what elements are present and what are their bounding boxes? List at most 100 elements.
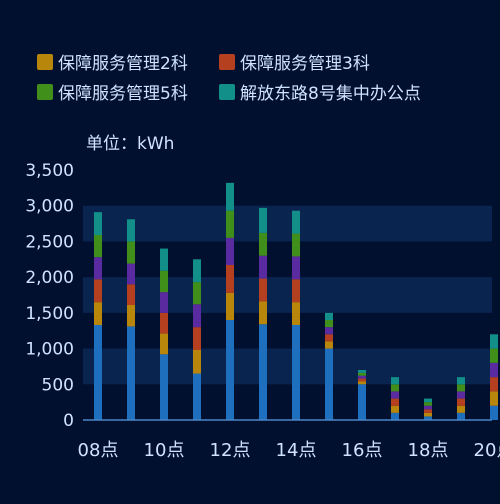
bar-segment[interactable] — [160, 270, 168, 293]
grid-band — [83, 205, 492, 242]
bar-segment[interactable] — [193, 350, 201, 374]
bar-segment[interactable] — [424, 416, 432, 420]
bar-segment[interactable] — [127, 326, 135, 420]
bar-segment[interactable] — [292, 210, 300, 234]
bar-segment[interactable] — [358, 384, 366, 420]
bar-segment[interactable] — [325, 327, 333, 335]
bar-segment[interactable] — [292, 302, 300, 325]
bar-segment[interactable] — [160, 248, 168, 271]
grid-bands — [83, 205, 492, 385]
bar-segment[interactable] — [94, 257, 102, 280]
y-tick-label: 0 — [63, 411, 74, 431]
bar-segment[interactable] — [490, 362, 498, 378]
bar-segment[interactable] — [325, 334, 333, 342]
legend-label[interactable]: 保障服务管理5科 — [58, 84, 188, 104]
unit-label: 单位：kWh — [86, 134, 174, 154]
legend-swatch[interactable] — [37, 84, 53, 100]
bar-segment[interactable] — [226, 265, 234, 293]
x-tick-label: 18点 — [408, 440, 449, 461]
bar-segment[interactable] — [490, 377, 498, 392]
bar-segment[interactable] — [292, 325, 300, 420]
legend-swatch[interactable] — [37, 54, 53, 70]
bar-segment[interactable] — [127, 263, 135, 285]
bar-segment[interactable] — [226, 182, 234, 211]
bar-segment[interactable] — [424, 402, 432, 406]
bar-segment[interactable] — [457, 391, 465, 399]
bar-segment[interactable] — [358, 372, 366, 376]
bar-segment[interactable] — [193, 327, 201, 350]
bar-segment[interactable] — [358, 370, 366, 373]
legend-swatch[interactable] — [219, 84, 235, 100]
bar-segment[interactable] — [160, 354, 168, 420]
bar-segment[interactable] — [259, 207, 267, 233]
y-axis: 0 500 1,000 1,500 2,000 2,500 3,000 3,500 — [25, 161, 74, 431]
bar-segment[interactable] — [391, 405, 399, 413]
bar-segment[interactable] — [226, 210, 234, 238]
bar-segment[interactable] — [226, 237, 234, 265]
bar-segment[interactable] — [325, 341, 333, 349]
bar-segment[interactable] — [424, 412, 432, 417]
legend-swatch[interactable] — [219, 54, 235, 70]
bar-segment[interactable] — [457, 398, 465, 406]
bar-segment[interactable] — [358, 381, 366, 385]
bar-segment[interactable] — [127, 241, 135, 264]
bar-segment[interactable] — [259, 255, 267, 279]
bar-segment[interactable] — [259, 301, 267, 325]
x-tick-label: 08点 — [78, 440, 119, 461]
bar-segment[interactable] — [358, 378, 366, 382]
bar-segment[interactable] — [160, 292, 168, 313]
bar-segment[interactable] — [391, 391, 399, 399]
bar-segment[interactable] — [94, 302, 102, 325]
bar-segment[interactable] — [424, 398, 432, 403]
bar-segment[interactable] — [259, 324, 267, 420]
bar-segment[interactable] — [160, 312, 168, 334]
grid-band — [83, 277, 492, 313]
bar-segment[interactable] — [160, 333, 168, 355]
x-axis: 08点 10点 12点 14点 16点 18点 20点 — [78, 440, 500, 461]
bar-segment[interactable] — [127, 284, 135, 305]
bar-segment[interactable] — [94, 235, 102, 258]
bar-segment[interactable] — [391, 377, 399, 385]
x-tick-label: 14点 — [276, 440, 317, 461]
bars — [94, 182, 498, 420]
bar-segment[interactable] — [457, 377, 465, 385]
bar-segment[interactable] — [127, 219, 135, 242]
bar-segment[interactable] — [325, 312, 333, 320]
bar-segment[interactable] — [457, 412, 465, 420]
bar-segment[interactable] — [457, 405, 465, 413]
bar-segment[interactable] — [193, 304, 201, 328]
bar-segment[interactable] — [391, 412, 399, 420]
bar-segment[interactable] — [226, 292, 234, 320]
bar-segment[interactable] — [391, 398, 399, 406]
bar-segment[interactable] — [94, 279, 102, 303]
y-tick-label: 3,000 — [25, 197, 74, 217]
bar-segment[interactable] — [127, 305, 135, 327]
y-tick-label: 500 — [42, 375, 74, 395]
bar-segment[interactable] — [325, 348, 333, 420]
y-tick-label: 1,000 — [25, 340, 74, 360]
bar-segment[interactable] — [490, 348, 498, 363]
legend-label[interactable]: 保障服务管理3科 — [240, 54, 370, 74]
bar-segment[interactable] — [193, 282, 201, 305]
bar-segment[interactable] — [94, 325, 102, 420]
bar-segment[interactable] — [193, 259, 201, 283]
legend-label[interactable]: 解放东路8号集中办公点 — [240, 84, 421, 104]
bar-segment[interactable] — [424, 405, 432, 410]
bar-segment[interactable] — [259, 232, 267, 256]
bar-segment[interactable] — [391, 384, 399, 392]
bar-segment[interactable] — [490, 405, 498, 420]
bar-segment[interactable] — [358, 375, 366, 379]
bar-segment[interactable] — [325, 320, 333, 328]
bar-segment[interactable] — [292, 256, 300, 280]
bar-segment[interactable] — [424, 409, 432, 413]
bar-segment[interactable] — [193, 373, 201, 420]
legend-label[interactable]: 保障服务管理2科 — [58, 54, 188, 74]
bar-segment[interactable] — [457, 384, 465, 392]
bar-segment[interactable] — [226, 320, 234, 420]
bar-segment[interactable] — [94, 212, 102, 235]
bar-segment[interactable] — [490, 391, 498, 406]
bar-segment[interactable] — [259, 278, 267, 302]
bar-segment[interactable] — [292, 233, 300, 257]
bar-segment[interactable] — [490, 334, 498, 349]
bar-segment[interactable] — [292, 279, 300, 303]
